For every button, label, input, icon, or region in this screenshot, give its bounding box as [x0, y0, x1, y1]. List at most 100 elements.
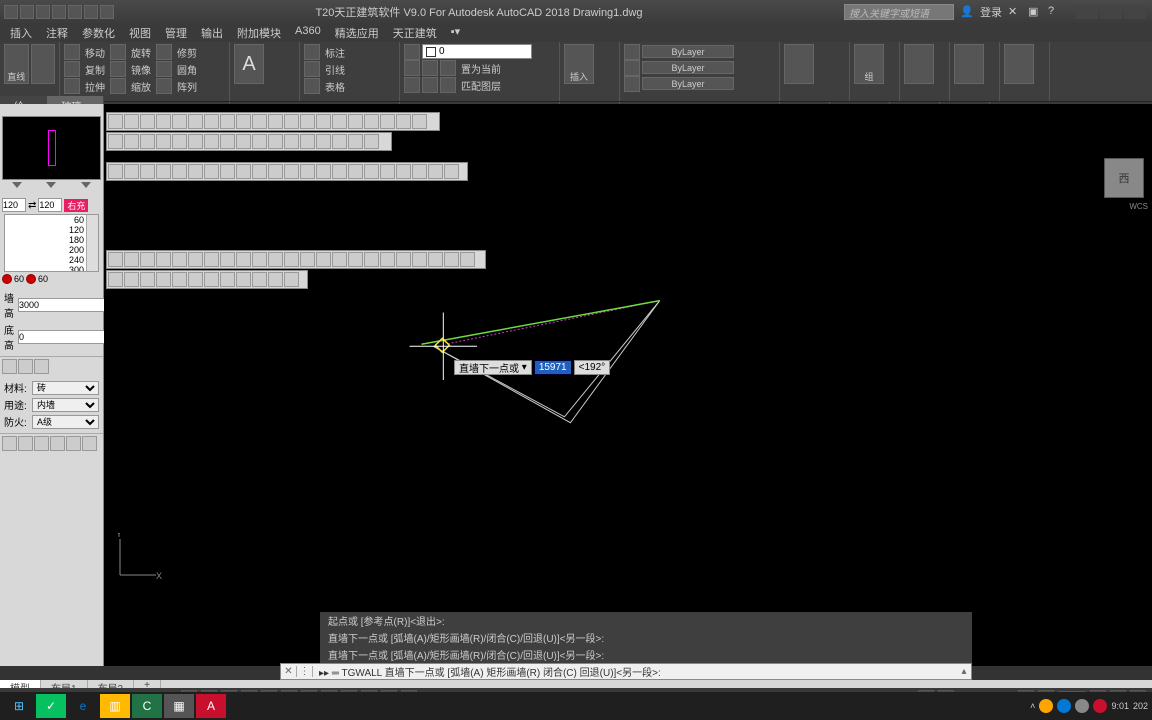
tb5-12-icon[interactable] [284, 272, 299, 287]
layer-prev-icon[interactable] [440, 77, 456, 93]
tb3-2-icon[interactable] [124, 164, 139, 179]
tb3-4-icon[interactable] [156, 164, 171, 179]
thick-120[interactable]: 120 [5, 225, 84, 235]
cmd-close-icon[interactable]: ✕ [281, 666, 297, 677]
tb2-7-icon[interactable] [204, 134, 219, 149]
tb4-18-icon[interactable] [380, 252, 395, 267]
tb5-9-icon[interactable] [236, 272, 251, 287]
menu-annotate[interactable]: 注释 [40, 24, 74, 42]
tb2-16-icon[interactable] [348, 134, 363, 149]
mode-2-icon[interactable] [18, 436, 33, 451]
scale-label[interactable]: 缩放 [128, 78, 154, 95]
thick-60[interactable]: 60 [5, 215, 84, 225]
tb1-14-icon[interactable] [316, 114, 331, 129]
tb5-11-icon[interactable] [268, 272, 283, 287]
qat-new-icon[interactable] [20, 5, 34, 19]
copy-label[interactable]: 复制 [82, 61, 108, 78]
tb1-7-icon[interactable] [204, 114, 219, 129]
rotate-icon[interactable] [110, 44, 126, 60]
tb5-10-icon[interactable] [252, 272, 267, 287]
tray-1-icon[interactable] [1039, 699, 1053, 713]
tb1-2-icon[interactable] [124, 114, 139, 129]
paste-button[interactable] [954, 44, 984, 84]
menu-addins[interactable]: 附加模块 [231, 24, 287, 42]
tb4-16-icon[interactable] [348, 252, 363, 267]
mat-select[interactable]: 砖 [32, 381, 99, 395]
tb2-6-icon[interactable] [188, 134, 203, 149]
tb3-12-icon[interactable] [284, 164, 299, 179]
qat-undo-icon[interactable] [68, 5, 82, 19]
menu-insert[interactable]: 插入 [4, 24, 38, 42]
tb3-10-icon[interactable] [252, 164, 267, 179]
toolbar-row-4[interactable] [106, 250, 486, 269]
menu-a360[interactable]: A360 [289, 24, 327, 42]
help-search[interactable]: 搜入关键字或短语 [844, 4, 954, 20]
array-label[interactable]: 阵列 [174, 78, 200, 95]
lt-bylayer[interactable]: ByLayer [642, 77, 734, 90]
task-edge-icon[interactable]: e [68, 694, 98, 718]
cmd-expand-icon[interactable]: ▴ [958, 666, 970, 677]
tb1-6-icon[interactable] [188, 114, 203, 129]
mode-3-icon[interactable] [34, 436, 49, 451]
menu-view[interactable]: 视图 [123, 24, 157, 42]
drawing-canvas[interactable]: 直墙下一点或 ▾ 15971 < 192° 西 WCS YX [104, 104, 1152, 666]
menu-manage[interactable]: 管理 [159, 24, 193, 42]
maximize-button[interactable] [1100, 5, 1122, 19]
tray-3-icon[interactable] [1075, 699, 1089, 713]
slider-left-icon[interactable] [12, 182, 22, 188]
tb2-8-icon[interactable] [220, 134, 235, 149]
leader-label[interactable]: 引线 [322, 61, 348, 78]
tb2-11-icon[interactable] [268, 134, 283, 149]
mode-5-icon[interactable] [66, 436, 81, 451]
measure-button[interactable] [904, 44, 934, 84]
task-excel-icon[interactable]: C [132, 694, 162, 718]
table-label[interactable]: 表格 [322, 78, 348, 95]
tb2-3-icon[interactable] [140, 134, 155, 149]
tb2-5-icon[interactable] [172, 134, 187, 149]
tb3-13-icon[interactable] [300, 164, 315, 179]
tb1-5-icon[interactable] [172, 114, 187, 129]
tb5-4-icon[interactable] [156, 272, 171, 287]
thick-180[interactable]: 180 [5, 235, 84, 245]
tray-2-icon[interactable] [1057, 699, 1071, 713]
hatch-1-icon[interactable] [2, 359, 17, 374]
trim-icon[interactable] [156, 44, 172, 60]
layer-freeze-icon[interactable] [422, 60, 438, 76]
dim-icon[interactable] [304, 44, 320, 60]
layer-combo[interactable]: 0 [422, 44, 532, 59]
fire-select[interactable]: A级 [32, 415, 99, 429]
a360-icon[interactable]: ▣ [1028, 5, 1042, 19]
tb4-19-icon[interactable] [396, 252, 411, 267]
tray-time[interactable]: 9:01 [1111, 701, 1129, 711]
tb4-12-icon[interactable] [284, 252, 299, 267]
start-button[interactable]: ⊞ [4, 694, 34, 718]
tb3-11-icon[interactable] [268, 164, 283, 179]
tb3-17-icon[interactable] [364, 164, 379, 179]
hatch-2-icon[interactable] [18, 359, 33, 374]
tb1-19-icon[interactable] [396, 114, 411, 129]
task-explorer-icon[interactable]: ▥ [100, 694, 130, 718]
help-icon[interactable]: ? [1048, 5, 1062, 19]
draw-tool-icon[interactable] [64, 44, 80, 60]
tb2-1-icon[interactable] [108, 134, 123, 149]
tb2-14-icon[interactable] [316, 134, 331, 149]
mode-4-icon[interactable] [50, 436, 65, 451]
stretch-label[interactable]: 拉伸 [82, 78, 108, 95]
tb4-6-icon[interactable] [188, 252, 203, 267]
tb2-15-icon[interactable] [332, 134, 347, 149]
dim-left[interactable] [2, 198, 26, 212]
tb3-3-icon[interactable] [140, 164, 155, 179]
table-icon[interactable] [304, 78, 320, 94]
color-icon[interactable] [624, 44, 640, 60]
tb4-20-icon[interactable] [412, 252, 427, 267]
tb4-21-icon[interactable] [428, 252, 443, 267]
tb5-2-icon[interactable] [124, 272, 139, 287]
stretch-icon[interactable] [64, 78, 80, 94]
copy-icon[interactable] [64, 61, 80, 77]
layer-match-label[interactable]: 置为当前 [458, 60, 504, 77]
mirror-icon[interactable] [110, 61, 126, 77]
dim-label[interactable]: 标注 [322, 44, 348, 61]
dyn-angle[interactable]: < 192° [574, 360, 611, 375]
tb3-14-icon[interactable] [316, 164, 331, 179]
tb4-9-icon[interactable] [236, 252, 251, 267]
